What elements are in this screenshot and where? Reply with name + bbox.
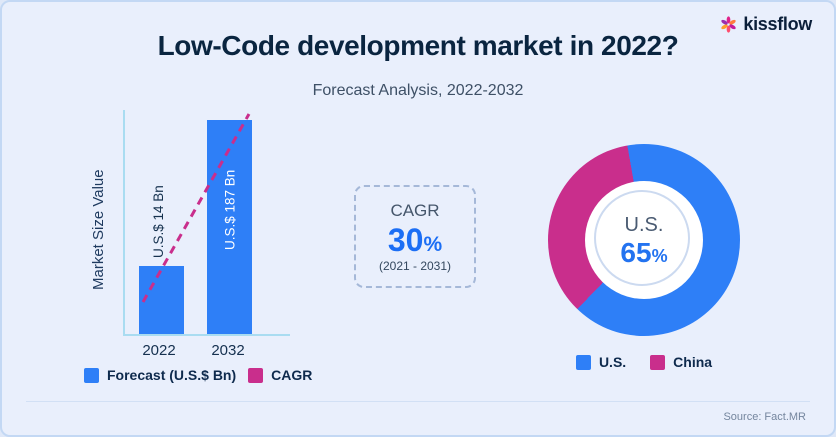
donut-center-value: 65% bbox=[620, 236, 668, 268]
bar-chart-legend: Forecast (U.S.$ Bn) CAGR bbox=[84, 367, 312, 383]
cagr-callout-box: CAGR 30% (2021 - 2031) bbox=[354, 185, 476, 288]
x-tick-2022: 2022 bbox=[142, 342, 176, 359]
legend-item-forecast: Forecast (U.S.$ Bn) bbox=[84, 367, 236, 383]
donut-inner-ring bbox=[594, 190, 690, 286]
us-swatch-icon bbox=[575, 354, 591, 370]
bar-chart-plot: U.S.$ 187 Bn U.S.$ 14 Bn bbox=[123, 110, 290, 336]
bar-2032: U.S.$ 187 Bn bbox=[207, 120, 252, 334]
legend-item-china: China bbox=[650, 354, 712, 370]
cagr-period: (2021 - 2031) bbox=[378, 258, 452, 273]
cagr-value: 30% bbox=[387, 221, 443, 258]
kissflow-logo: kissflow bbox=[720, 14, 812, 35]
legend-item-cagr: CAGR bbox=[248, 367, 312, 383]
legend-label: U.S. bbox=[598, 354, 627, 370]
footer-divider bbox=[26, 401, 810, 402]
y-axis-label: Market Size Value bbox=[90, 169, 107, 291]
bar-2022-value-label: U.S.$ 14 Bn bbox=[151, 185, 166, 258]
donut-legend: U.S. China bbox=[548, 354, 740, 370]
page-subtitle: Forecast Analysis, 2022-2032 bbox=[312, 82, 524, 99]
cagr-swatch-icon bbox=[248, 367, 264, 383]
x-tick-2032: 2032 bbox=[211, 342, 245, 359]
bar-2032-value-label: U.S.$ 187 Bn bbox=[222, 169, 237, 250]
page-title: Low-Code development market in 2022? bbox=[157, 30, 679, 61]
kissflow-logo-text: kissflow bbox=[743, 14, 812, 34]
bar-2022 bbox=[139, 266, 184, 334]
china-swatch-icon bbox=[650, 354, 666, 370]
forecast-swatch-icon bbox=[84, 367, 99, 383]
legend-label: CAGR bbox=[271, 367, 313, 383]
legend-label: China bbox=[673, 354, 713, 370]
cagr-label: CAGR bbox=[390, 200, 440, 220]
donut-center-text: U.S. 65% bbox=[548, 144, 740, 336]
donut-chart: U.S. 65% bbox=[548, 144, 740, 336]
legend-label: Forecast (U.S.$ Bn) bbox=[107, 367, 237, 383]
source-attribution: Source: Fact.MR bbox=[723, 411, 806, 423]
legend-item-us: U.S. bbox=[575, 354, 627, 370]
kissflow-pinwheel-icon bbox=[720, 16, 737, 33]
donut-center-label: U.S. bbox=[624, 213, 664, 236]
